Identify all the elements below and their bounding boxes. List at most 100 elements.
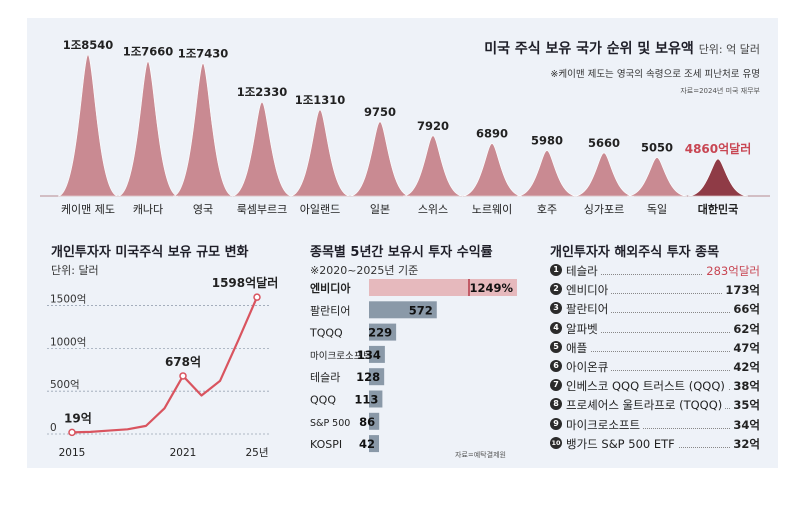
return-bar	[369, 390, 383, 408]
bar-category-label: 팔란티어	[310, 304, 350, 317]
rank-leader-dots	[566, 370, 756, 371]
rank-stock-value: 173억	[722, 282, 760, 299]
line-point-label: 678억	[165, 355, 201, 369]
peak-shape	[402, 135, 464, 197]
rank-stock-value: 38억	[730, 378, 760, 395]
holding-series-line	[71, 296, 259, 434]
ranking-item: 6 아이온큐 42억	[550, 358, 760, 376]
country-label: 케이맨 제도	[61, 203, 115, 216]
rank-stock-value: 62억	[730, 320, 760, 337]
country-label: 일본	[370, 202, 390, 216]
bar-category-label: 엔비디아	[310, 281, 351, 295]
rank-stock-value: 283억달러	[703, 263, 760, 279]
peak-shape	[626, 157, 688, 197]
peak-value-label: 5660	[588, 136, 620, 150]
bar-category-label: KOSPI	[310, 438, 342, 451]
bar-category-label: S&P 500	[310, 418, 350, 429]
ranking-item: 3 팔란티어 66억	[550, 300, 760, 318]
rank-leader-dots	[566, 350, 756, 352]
rank-stock-value: 47억	[730, 339, 760, 356]
country-peak-chart: 1조8540 케이맨 제도 1조7660 캐나다 1조7430 영국 1조2330 룩셈부르크…	[40, 38, 770, 216]
ranking-item: 2 엔비디아 173억	[550, 281, 760, 299]
country-label: 대한민국	[698, 202, 738, 216]
peak-shape	[461, 143, 523, 197]
holding-line-chart: 0 500억 1000억 1500억 19억 678억 1598억달러 2015 2021 25년	[47, 275, 279, 459]
bar-category-label: QQQ	[310, 394, 336, 407]
peak-value-label: 6890	[476, 127, 508, 141]
peak-value-label: 7920	[417, 119, 449, 133]
bar-chart-subtitle: ※2020~2025년 기준	[310, 264, 419, 277]
peak-value-label: 9750	[364, 105, 396, 119]
return-bar	[369, 279, 517, 296]
ranking-item: 7 인베스코 QQQ 트러스트 (QQQ) 38억	[550, 377, 760, 395]
return-bar	[369, 345, 385, 363]
ranking-item: 10 뱅가드 S&P 500 ETF 32억	[550, 435, 760, 453]
return-bar	[369, 323, 397, 341]
rank-stock-name: 뱅가드 S&P 500 ETF	[566, 435, 678, 452]
peak-shape	[573, 152, 635, 197]
bar-category-label: 마이크로소프트	[310, 351, 371, 362]
rank-leader-dots	[566, 427, 756, 429]
rank-leader-dots	[566, 331, 756, 333]
country-label: 싱가포르	[584, 203, 624, 216]
rank-number-badge: 7	[550, 379, 562, 392]
bar-chart-source: 자료=예탁결제원	[455, 451, 506, 459]
rank-number-badge: 2	[550, 283, 562, 296]
peak-value-label: 1조7430	[178, 46, 229, 60]
rank-leader-dots	[566, 312, 756, 314]
bar-value-label: 572	[409, 303, 433, 317]
line-point	[68, 428, 76, 437]
bar-value-label: 229	[368, 326, 392, 340]
peak-shape	[231, 101, 293, 197]
y-tick-label: 1500억	[50, 294, 86, 306]
bar-value-label: 86	[359, 415, 375, 429]
line-point-label: 1598억달러	[212, 275, 279, 290]
peak-shape	[516, 150, 578, 197]
rank-stock-name: 아이온큐	[566, 359, 612, 375]
rank-leader-dots	[566, 274, 756, 275]
country-label: 룩셈부르크	[237, 203, 288, 216]
bar-category-label: TQQQ	[309, 327, 343, 340]
country-label: 노르웨이	[472, 203, 512, 216]
line-point-label: 19억	[64, 411, 92, 425]
rank-stock-value: 42억	[730, 359, 760, 375]
rank-stock-name: 인베스코 QQQ 트러스트 (QQQ)	[566, 378, 728, 395]
rank-stock-name: 프로셰어스 울트라프로 (TQQQ)	[566, 397, 726, 414]
bar-value-label: 134	[357, 348, 381, 362]
source-top: 자료=2024년 미국 재무부	[680, 87, 760, 95]
rank-stock-name: 마이크로소프트	[566, 416, 644, 433]
bar-value-label: 1249%	[469, 281, 513, 295]
ranking-item: 4 알파벳 62억	[550, 320, 760, 338]
country-label: 영국	[193, 203, 213, 216]
rank-number-badge: 1	[550, 264, 562, 276]
bar-chart-title: 종목별 5년간 보유시 투자 수익률	[310, 245, 493, 260]
rank-stock-name: 팔란티어	[566, 301, 612, 318]
peak-value-label: 1조1310	[295, 93, 346, 107]
peak-shape	[289, 109, 351, 197]
ranking-item: 9 마이크로소프트 34억	[550, 416, 760, 434]
rank-stock-name: 알파벳	[566, 320, 601, 337]
country-label: 캐나다	[133, 203, 163, 216]
rank-number-badge: 8	[550, 398, 562, 411]
rank-stock-value: 35억	[730, 397, 760, 414]
line-chart-title: 개인투자자 미국주식 보유 규모 변화	[51, 245, 249, 260]
rank-stock-value: 34억	[730, 416, 760, 433]
return-bar	[369, 412, 380, 430]
peak-value-label: 1조2330	[237, 85, 288, 99]
note-text: ※케이맨 제도는 영국의 속령으로 조세 피난처로 유명	[550, 69, 760, 80]
peak-shape	[57, 54, 119, 197]
rank-stock-name: 테슬라	[566, 263, 601, 279]
x-tick-label: 25년	[245, 447, 268, 459]
rank-stock-value: 66억	[730, 301, 760, 318]
return-bar	[369, 301, 437, 319]
rank-number-badge: 9	[550, 417, 562, 430]
peak-value-label: 1조8540	[63, 38, 114, 52]
rank-number-badge: 4	[550, 321, 562, 334]
rank-stock-name: 엔비디아	[566, 282, 612, 299]
line-point	[179, 372, 187, 380]
rank-number-badge: 10	[550, 436, 562, 449]
title-unit: 단위: 억 달러	[698, 43, 760, 56]
peak-value-label: 1조7660	[123, 45, 174, 59]
return-bar	[369, 368, 385, 386]
country-label: 아일랜드	[300, 202, 340, 216]
